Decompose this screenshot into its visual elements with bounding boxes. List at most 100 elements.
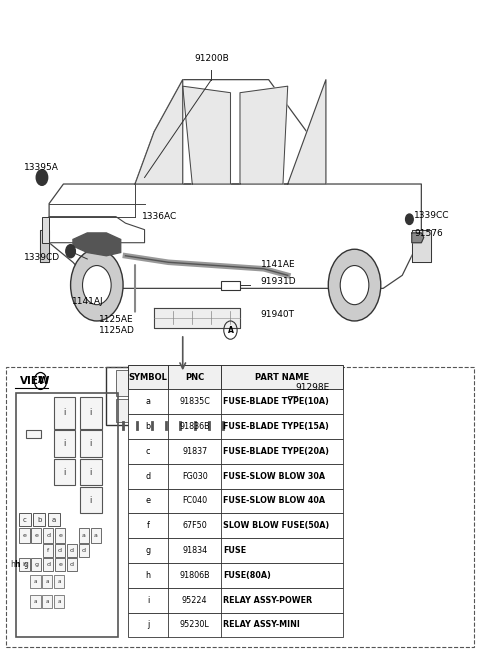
- Text: 91576: 91576: [414, 229, 443, 238]
- Text: 1336AC: 1336AC: [142, 212, 178, 221]
- Text: b: b: [37, 517, 41, 523]
- Text: a: a: [58, 599, 61, 604]
- Text: SLOW BLOW FUSE(50A): SLOW BLOW FUSE(50A): [223, 521, 330, 531]
- Circle shape: [71, 250, 123, 321]
- Polygon shape: [128, 390, 343, 414]
- Polygon shape: [54, 595, 64, 608]
- Polygon shape: [144, 370, 164, 396]
- Circle shape: [328, 250, 381, 321]
- Text: FUSE(80A): FUSE(80A): [223, 571, 271, 580]
- Text: i: i: [63, 439, 66, 448]
- Polygon shape: [135, 80, 183, 184]
- Text: b: b: [145, 422, 151, 431]
- Text: 91940T: 91940T: [260, 310, 294, 319]
- Polygon shape: [39, 230, 49, 262]
- Text: 1339CD: 1339CD: [24, 253, 60, 261]
- Polygon shape: [288, 80, 326, 184]
- Polygon shape: [128, 612, 343, 637]
- Text: d: d: [145, 472, 151, 481]
- Text: h: h: [14, 561, 20, 569]
- Text: j: j: [147, 620, 149, 629]
- Polygon shape: [230, 400, 278, 422]
- Polygon shape: [73, 233, 120, 255]
- Polygon shape: [173, 370, 192, 396]
- Polygon shape: [43, 528, 53, 543]
- Polygon shape: [67, 544, 77, 557]
- Text: f: f: [47, 548, 49, 553]
- Text: a: a: [58, 580, 61, 584]
- Polygon shape: [221, 280, 240, 290]
- Circle shape: [66, 245, 75, 257]
- Text: PNC: PNC: [185, 373, 204, 382]
- Polygon shape: [31, 558, 41, 571]
- Text: FUSE-BLADE TYPE(15A): FUSE-BLADE TYPE(15A): [223, 422, 329, 431]
- Polygon shape: [412, 233, 424, 243]
- Polygon shape: [79, 544, 89, 557]
- Text: 1125AD: 1125AD: [99, 326, 135, 335]
- Text: a: a: [94, 533, 98, 538]
- Polygon shape: [19, 558, 30, 571]
- Text: 91835C: 91835C: [179, 398, 210, 406]
- Polygon shape: [240, 86, 288, 184]
- Text: a: a: [46, 599, 49, 604]
- Text: A: A: [228, 326, 233, 335]
- Polygon shape: [54, 575, 64, 588]
- Text: i: i: [90, 409, 92, 417]
- Text: 1141AE: 1141AE: [261, 260, 295, 269]
- Polygon shape: [173, 400, 192, 422]
- Text: g: g: [34, 563, 38, 567]
- Polygon shape: [34, 514, 45, 527]
- Text: a: a: [34, 580, 37, 584]
- Text: 91298E: 91298E: [295, 383, 329, 392]
- Text: a: a: [34, 599, 37, 604]
- Text: 91931D: 91931D: [261, 277, 296, 286]
- Text: a: a: [145, 398, 151, 406]
- Text: h: h: [10, 561, 15, 569]
- Text: 95230L: 95230L: [180, 620, 210, 629]
- Text: 1125AE: 1125AE: [99, 315, 134, 324]
- Polygon shape: [230, 370, 278, 396]
- Text: g: g: [24, 561, 29, 569]
- Text: FUSE: FUSE: [223, 546, 246, 555]
- Text: 95224: 95224: [182, 595, 207, 605]
- Text: 91200B: 91200B: [194, 54, 229, 64]
- Text: PART NAME: PART NAME: [255, 373, 309, 382]
- Polygon shape: [19, 528, 30, 543]
- Polygon shape: [91, 528, 101, 543]
- Text: RELAY ASSY-MINI: RELAY ASSY-MINI: [223, 620, 300, 629]
- Text: RELAY ASSY-POWER: RELAY ASSY-POWER: [223, 595, 312, 605]
- Text: e: e: [145, 496, 151, 506]
- Text: 67F50: 67F50: [182, 521, 207, 531]
- Polygon shape: [55, 528, 65, 543]
- Text: 1141AJ: 1141AJ: [72, 297, 104, 306]
- Text: FC040: FC040: [182, 496, 207, 506]
- Polygon shape: [42, 595, 52, 608]
- Polygon shape: [49, 217, 144, 243]
- Polygon shape: [183, 86, 230, 184]
- Text: FUSE-SLOW BLOW 40A: FUSE-SLOW BLOW 40A: [223, 496, 325, 506]
- Polygon shape: [19, 514, 31, 527]
- Text: i: i: [90, 468, 92, 477]
- Polygon shape: [42, 575, 52, 588]
- Text: d: d: [58, 548, 62, 553]
- Text: i: i: [90, 496, 92, 505]
- Text: h: h: [22, 563, 26, 567]
- Polygon shape: [30, 595, 40, 608]
- Text: FG030: FG030: [182, 472, 207, 481]
- Text: c: c: [146, 447, 150, 456]
- Polygon shape: [128, 563, 343, 588]
- Polygon shape: [42, 217, 49, 243]
- Polygon shape: [31, 528, 41, 543]
- Text: 91806B: 91806B: [180, 571, 210, 580]
- Polygon shape: [54, 430, 75, 457]
- Polygon shape: [128, 538, 343, 563]
- Text: 13395A: 13395A: [24, 163, 59, 172]
- Polygon shape: [116, 400, 135, 422]
- Text: h: h: [145, 571, 151, 580]
- Text: c: c: [23, 517, 27, 523]
- Polygon shape: [54, 458, 75, 485]
- Text: VIEW: VIEW: [20, 376, 50, 386]
- Polygon shape: [55, 544, 65, 557]
- Text: A: A: [37, 377, 44, 386]
- Text: e: e: [23, 533, 26, 538]
